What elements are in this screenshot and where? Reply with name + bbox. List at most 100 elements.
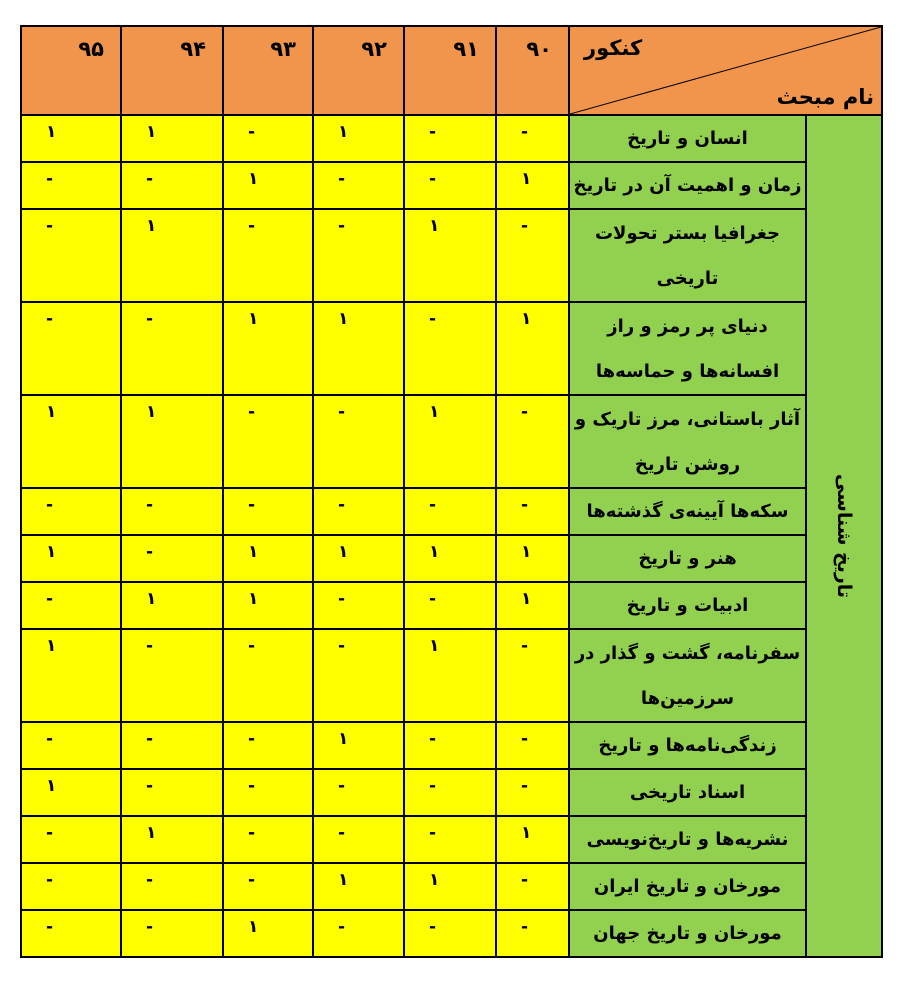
topic-line: جغرافیا بستر تحولات: [594, 222, 781, 244]
value-cell: ۱: [22, 770, 120, 815]
category-label: تاریخ شناسی: [833, 473, 856, 599]
value-cell: ۱: [224, 303, 312, 394]
topic-cell: جغرافیا بستر تحولات تاریخی: [570, 210, 805, 301]
year-header-cell: ۹۴: [122, 27, 222, 114]
topic-cell: مورخان و تاریخ جهان: [570, 911, 805, 956]
value-cell: ۱: [314, 116, 403, 161]
value-text: ۱: [46, 122, 57, 142]
value-cell: ۱: [224, 536, 312, 581]
value-text: ۱: [521, 169, 532, 189]
value-text: -: [429, 589, 437, 609]
value-cell: -: [122, 630, 222, 721]
value-cell: -: [22, 303, 120, 394]
value-text: -: [338, 636, 346, 656]
value-cell: -: [224, 630, 312, 721]
year-header-cell: ۹۳: [224, 27, 312, 114]
value-text: ۱: [521, 542, 532, 562]
value-cell: ۱: [224, 911, 312, 956]
value-cell: ۱: [314, 723, 403, 768]
value-cell: -: [22, 864, 120, 909]
value-cell: ۱: [224, 583, 312, 628]
value-cell: ۱: [22, 116, 120, 161]
value-cell: -: [22, 210, 120, 301]
value-text: -: [338, 216, 346, 236]
value-text: -: [429, 776, 437, 796]
value-cell: ۱: [22, 396, 120, 487]
value-text: -: [248, 729, 256, 749]
value-text: -: [338, 776, 346, 796]
value-cell: ۱: [314, 864, 403, 909]
value-cell: ۱: [314, 536, 403, 581]
value-text: -: [146, 636, 154, 656]
value-cell: -: [224, 770, 312, 815]
value-cell: -: [122, 303, 222, 394]
value-cell: -: [224, 396, 312, 487]
value-cell: -: [314, 583, 403, 628]
value-text: -: [429, 823, 437, 843]
value-text: ۱: [146, 216, 157, 236]
value-text: ۱: [429, 636, 440, 656]
topic-cell: زندگی‌نامه‌ها و تاریخ: [570, 723, 805, 768]
value-cell: -: [122, 536, 222, 581]
value-text: -: [521, 776, 529, 796]
value-text: -: [46, 917, 54, 937]
topic-cell: زمان و اهمیت آن در تاریخ: [570, 163, 805, 208]
value-cell: -: [224, 116, 312, 161]
topic-line: سفرنامه، گشت و گذار در: [574, 642, 801, 664]
value-cell: -: [405, 116, 495, 161]
topic-line: مورخان و تاریخ ایران: [593, 876, 782, 897]
topic-line: زمان و اهمیت آن در تاریخ: [573, 175, 802, 196]
value-cell: -: [405, 583, 495, 628]
value-cell: -: [497, 723, 568, 768]
value-cell: -: [497, 396, 568, 487]
value-cell: -: [122, 163, 222, 208]
topic-line: زندگی‌نامه‌ها و تاریخ: [598, 735, 777, 756]
topic-cell: انسان و تاریخ: [570, 116, 805, 161]
value-text: ۱: [46, 636, 57, 656]
value-text: ۱: [521, 309, 532, 329]
value-text: -: [521, 495, 529, 515]
value-text: ۱: [338, 309, 349, 329]
value-cell: ۱: [497, 303, 568, 394]
value-text: -: [429, 169, 437, 189]
value-cell: -: [497, 864, 568, 909]
value-text: ۱: [248, 309, 259, 329]
topic-line: اسناد تاریخی: [629, 782, 746, 803]
value-text: -: [521, 917, 529, 937]
value-text: -: [46, 309, 54, 329]
konkur-analysis-table: کنکور نام مبحث تاریخ شناسی ۹۵ ۹۴ ۹۳ ۹۲ ۹۱ ۹۰ ۱…: [20, 25, 883, 958]
value-cell: -: [122, 911, 222, 956]
value-text: ۱: [338, 729, 349, 749]
value-text: -: [338, 169, 346, 189]
value-cell: -: [497, 630, 568, 721]
value-text: -: [248, 122, 256, 142]
value-text: -: [248, 636, 256, 656]
value-cell: ۱: [22, 536, 120, 581]
value-cell: ۱: [122, 583, 222, 628]
value-cell: -: [405, 817, 495, 862]
value-cell: -: [22, 911, 120, 956]
value-cell: -: [314, 489, 403, 534]
value-text: -: [146, 169, 154, 189]
topic-line: دنیای پر رمز و راز: [607, 315, 768, 337]
value-cell: -: [405, 489, 495, 534]
value-text: -: [338, 402, 346, 422]
value-text: ۱: [429, 402, 440, 422]
value-text: ۱: [521, 589, 532, 609]
value-cell: -: [405, 723, 495, 768]
value-text: -: [146, 542, 154, 562]
value-cell: ۱: [405, 630, 495, 721]
value-text: -: [46, 870, 54, 890]
value-cell: ۱: [497, 817, 568, 862]
value-text: -: [338, 495, 346, 515]
value-text: -: [146, 776, 154, 796]
value-text: ۱: [146, 823, 157, 843]
value-cell: ۱: [497, 536, 568, 581]
value-cell: ۱: [497, 163, 568, 208]
value-cell: -: [405, 911, 495, 956]
value-text: -: [46, 495, 54, 515]
value-text: ۱: [429, 870, 440, 890]
value-cell: -: [224, 723, 312, 768]
value-cell: ۱: [122, 116, 222, 161]
value-text: -: [248, 823, 256, 843]
